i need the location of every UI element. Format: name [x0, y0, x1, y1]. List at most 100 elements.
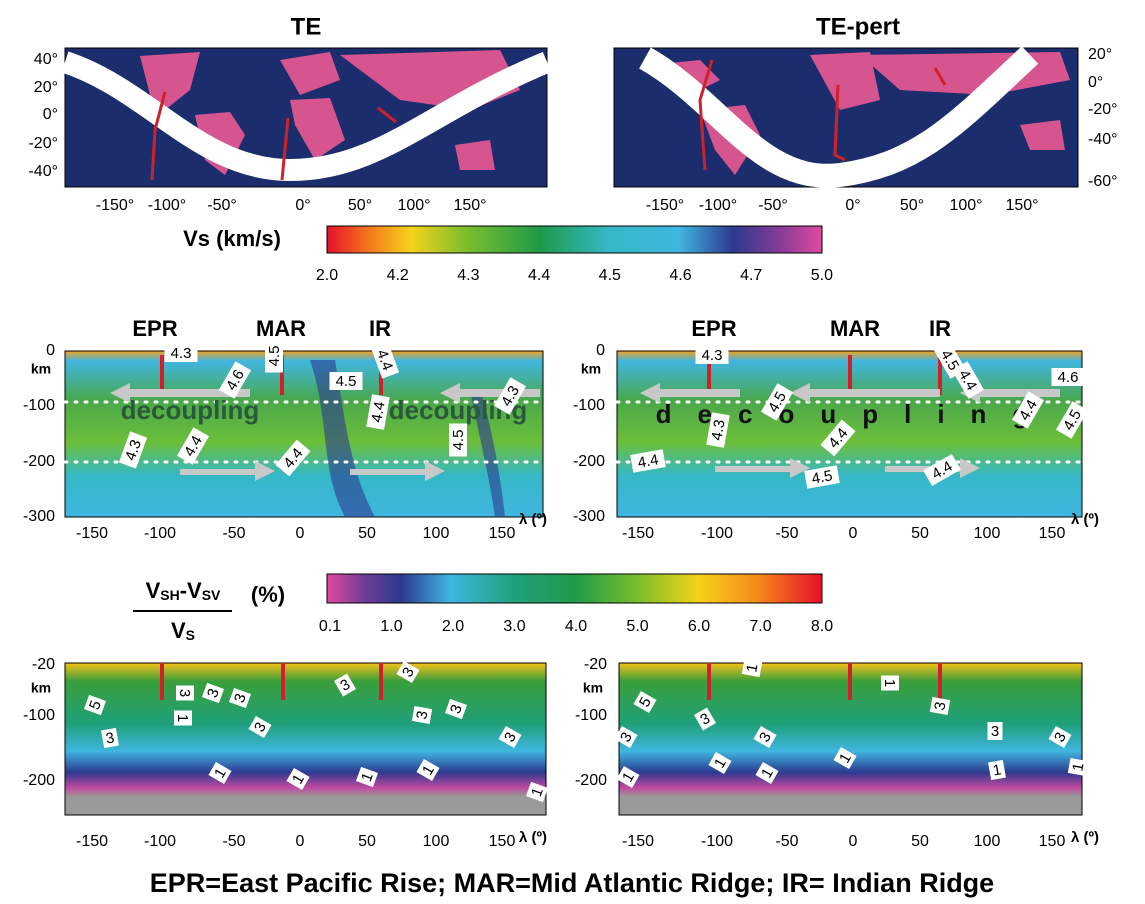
lat-tick-label: 40° [34, 51, 58, 68]
label-box [201, 682, 225, 704]
ridge-label: MAR [830, 316, 880, 341]
label-part: V [171, 618, 186, 643]
lat-tick-label: 0° [1088, 74, 1103, 91]
depth-tick-label: 0 [596, 342, 605, 359]
depth-unit: km [31, 361, 51, 377]
lon-tick-label: -50 [775, 833, 798, 850]
label-part: SH [160, 587, 179, 603]
label-text: 1 [881, 679, 898, 687]
label-box [83, 694, 107, 716]
lon-axis-label: λ (º) [1071, 829, 1099, 846]
label-box [1051, 368, 1085, 386]
contour-label: 3 [694, 707, 716, 731]
label-box [706, 412, 730, 448]
contour-label: 3 [101, 727, 119, 749]
lon-tick-label: 150 [489, 833, 516, 850]
lon-tick-label: 150 [489, 525, 516, 542]
map-panels [61, 46, 1079, 188]
lon-tick-label: 150° [453, 197, 486, 214]
colorbar-tick-label: 6.0 [688, 618, 710, 635]
contour-label: 1 [741, 659, 763, 677]
flow-arrows [110, 383, 1060, 481]
label-text: 1 [743, 662, 761, 673]
lon-tick-label: -100 [701, 525, 733, 542]
lat-tick-label: -20° [1088, 101, 1118, 118]
label-box [923, 453, 961, 487]
label-box [820, 419, 856, 457]
label-box [1055, 401, 1089, 439]
label-box [695, 346, 729, 364]
label-box [753, 726, 777, 748]
lon-tick-label: -150° [646, 197, 684, 214]
label-text: 4.5 [450, 430, 467, 451]
label-text: 4.5 [336, 373, 357, 390]
contour-label: 1 [616, 766, 640, 788]
caption: EPR=East Pacific Rise; MAR=Mid Atlantic … [150, 868, 994, 898]
lat-tick-label: 20° [34, 79, 58, 96]
lon-tick-label: -150 [76, 525, 108, 542]
lon-tick-label: -50° [207, 197, 237, 214]
lat-tick-label: -20° [28, 135, 58, 152]
depth-tick-label: -100 [575, 707, 607, 724]
colorbar-tick-label: 4.5 [599, 267, 621, 284]
label-text: 3 [176, 689, 193, 697]
contour-label: 1 [1067, 758, 1089, 776]
lon-tick-label: 0 [296, 525, 305, 542]
contour-label: 3 [248, 716, 272, 738]
label-text: 1 [991, 761, 1002, 779]
lat-tick-label: 20° [1088, 46, 1112, 63]
contour-label: 1 [988, 759, 1006, 781]
lon-tick-label: 100 [423, 525, 450, 542]
depth-tick-label: -100 [23, 397, 55, 414]
label-box [988, 759, 1006, 781]
label-box [449, 423, 467, 457]
lon-tick-label: -100° [148, 197, 186, 214]
colorbar-tick-label: 4.7 [740, 267, 762, 284]
label-box [265, 339, 283, 373]
lon-tick-label: 50° [348, 197, 372, 214]
lon-tick-label: 100 [974, 525, 1001, 542]
contour-label: 1 [708, 752, 732, 774]
ridge-label: EPR [132, 316, 177, 341]
colorbar-label: VSH-VSV [146, 578, 221, 603]
contour-label: 3 [614, 726, 638, 748]
lon-tick-label: 0 [849, 525, 858, 542]
contour-label: 4.3 [164, 344, 198, 362]
depth-unit: km [31, 680, 51, 696]
contour-label: 1 [833, 747, 857, 769]
contour-label: 4.4 [370, 341, 400, 379]
label-text: 4.3 [122, 437, 145, 462]
contour-label: 1 [755, 762, 779, 784]
depth-unit: km [581, 361, 601, 377]
lon-tick-label: -100° [699, 197, 737, 214]
label-box [525, 781, 549, 803]
depth-tick-label: -100 [23, 707, 55, 724]
contour-label: 3 [498, 726, 522, 748]
label-box [633, 691, 657, 713]
colorbar-tick-label: 7.0 [749, 618, 771, 635]
colorbar-tick-label: 2.0 [442, 618, 464, 635]
label-text: 4.4 [636, 451, 659, 471]
ridge-markers [160, 663, 942, 700]
label-box [881, 675, 899, 691]
colorbar-tick-label: 4.2 [387, 267, 409, 284]
label-box [396, 661, 420, 683]
label-box [987, 722, 1003, 740]
label-text: 3 [104, 729, 115, 747]
continents [140, 50, 520, 175]
contour-label: 1 [525, 781, 549, 803]
ridge-label: EPR [691, 316, 736, 341]
colorbar-unit: (%) [251, 582, 285, 607]
lon-tick-label: 0° [295, 197, 310, 214]
label-text: 4.6 [1058, 369, 1079, 386]
depth-tick-label: -20 [584, 656, 607, 673]
great-circle-band [638, 46, 1039, 188]
map-title: TE-pert [816, 13, 900, 40]
lon-axis-label: λ (º) [1071, 511, 1099, 528]
label-box [208, 762, 232, 784]
label-text: 3 [413, 709, 431, 720]
lon-tick-label: -150 [622, 833, 654, 850]
lon-tick-label: 50 [911, 525, 929, 542]
contour-label: 4.5 [265, 339, 283, 373]
label-box [951, 361, 985, 399]
